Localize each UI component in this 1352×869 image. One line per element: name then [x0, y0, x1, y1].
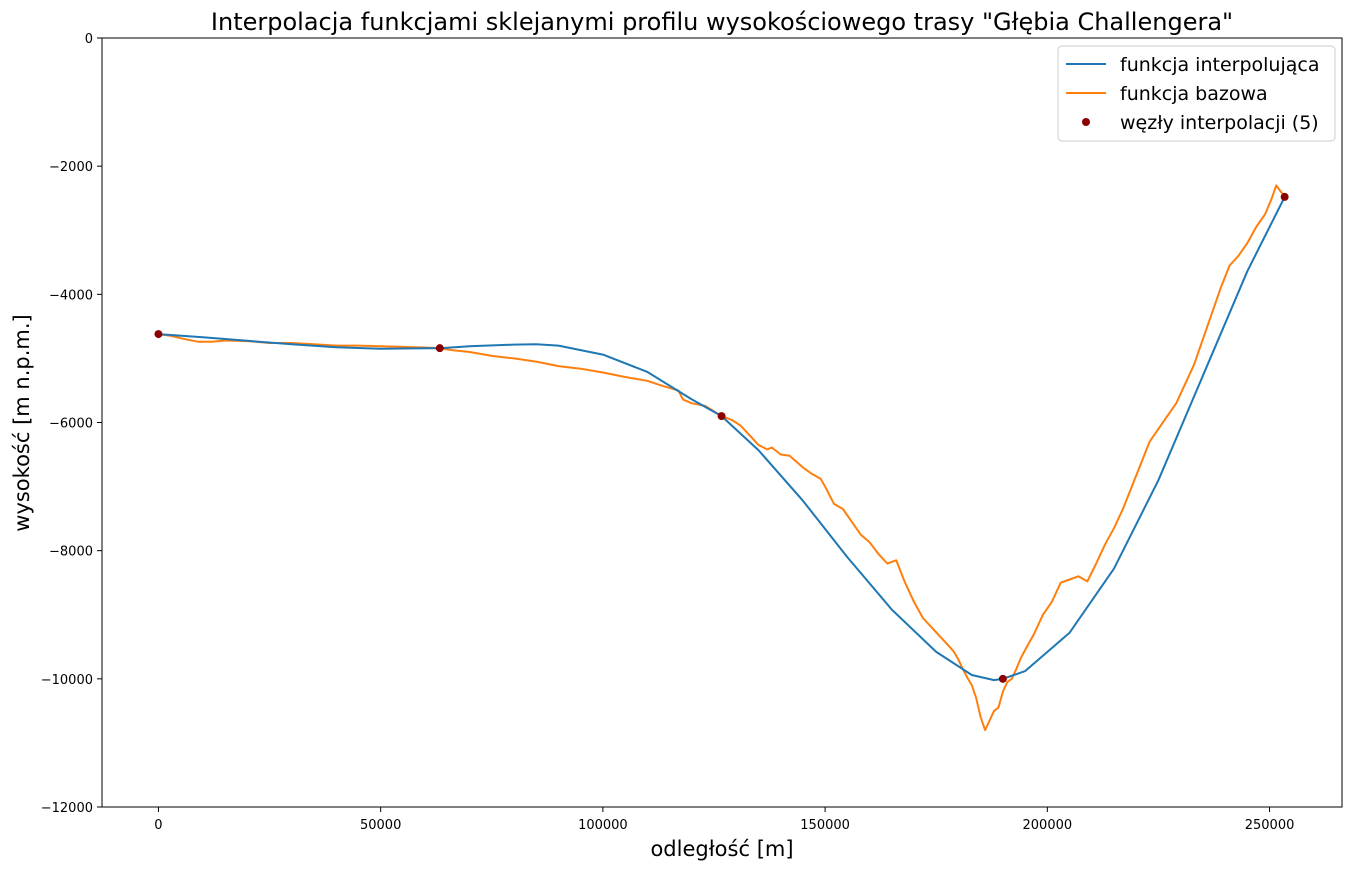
x-tick-label: 100000 [578, 818, 628, 833]
interpolation-node-point [998, 674, 1007, 683]
x-axis: 0 50000 100000 150000 200000 250000 [154, 807, 1294, 833]
chart-title: Interpolacja funkcjami sklejanymi profil… [211, 8, 1233, 36]
x-tick-label: 250000 [1245, 818, 1295, 833]
legend-label-base: funkcja bazowa [1120, 83, 1268, 105]
y-axis-title: wysokość [m n.p.m.] [10, 314, 34, 531]
plot-series [158, 184, 1286, 732]
y-tick-label: −2000 [49, 160, 93, 175]
x-tick-label: 150000 [800, 818, 850, 833]
y-tick-label: −8000 [49, 545, 93, 560]
legend-box [1057, 45, 1336, 142]
y-tick-label: −4000 [49, 288, 93, 303]
series-line-interpolating [158, 196, 1286, 682]
x-tick-label: 0 [154, 818, 162, 833]
plot-markers [154, 192, 1289, 683]
x-tick-label: 200000 [1023, 818, 1073, 833]
x-axis-title: odległość [m] [650, 837, 793, 861]
interpolation-node-point [717, 412, 726, 421]
y-tick-label: −12000 [41, 801, 93, 816]
x-tick-label: 50000 [360, 818, 401, 833]
y-axis: 0 −2000 −4000 −6000 −8000 −10000 −12000 [41, 32, 102, 816]
interpolation-node-point [154, 330, 163, 339]
legend-label-nodes: węzły interpolacji (5) [1120, 112, 1319, 134]
y-tick-label: 0 [85, 32, 93, 47]
y-tick-label: −10000 [41, 673, 93, 688]
interpolation-node-point [435, 344, 444, 353]
series-line-base [158, 184, 1286, 732]
y-tick-label: −6000 [49, 417, 93, 432]
legend: funkcja interpolująca funkcja bazowa węz… [1057, 45, 1336, 142]
plot-frame [101, 37, 1343, 808]
legend-swatch-nodes [1082, 118, 1090, 126]
legend-label-interpolating: funkcja interpolująca [1120, 54, 1319, 76]
interpolation-node-point [1280, 192, 1289, 201]
